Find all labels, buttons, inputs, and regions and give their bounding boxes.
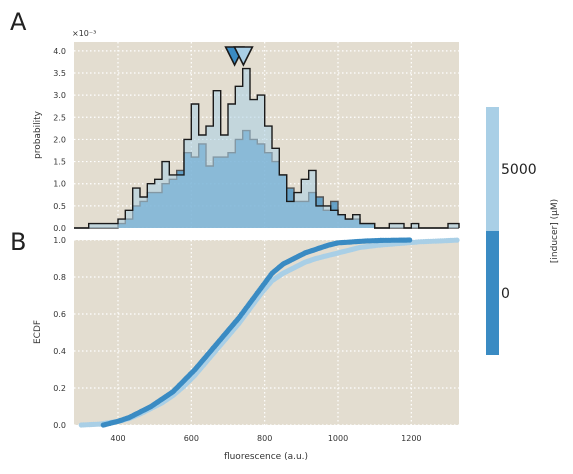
panel-a-label: A	[10, 8, 27, 36]
histogram-y-ticks: 0.0 0.5 1.0 1.5 2.0 2.5 3.0 3.5 4.0	[53, 47, 66, 233]
histogram-y-tick-label: 4.0	[53, 47, 66, 56]
ecdf-y-tick-label: 0.8	[53, 273, 66, 282]
colorbar: 5000 0 [inducer] (μM)	[486, 107, 560, 355]
ecdf-y-ticks: 0.0 0.2 0.4 0.6 0.8 1.0	[53, 236, 66, 430]
histogram-y-tick-label: 0.0	[53, 224, 66, 233]
histogram-y-tick-label: 2.5	[53, 113, 66, 122]
ecdf-x-tick-label: 400	[110, 434, 125, 443]
ecdf-x-tick-label: 800	[257, 434, 272, 443]
histogram-y-tick-label: 0.5	[53, 202, 66, 211]
histogram-y-multiplier: ×10⁻³	[72, 29, 96, 38]
ecdf-y-tick-label: 0.0	[53, 421, 66, 430]
ecdf-panel: 0.0 0.2 0.4 0.6 0.8 1.0 400 600 800 1000 1200 ECD…	[33, 236, 460, 462]
ecdf-point-0	[407, 237, 412, 242]
ecdf-x-tick-label: 1000	[328, 434, 348, 443]
ecdf-ylabel: ECDF	[33, 320, 43, 344]
histogram-panel: 0.0 0.5 1.0 1.5 2.0 2.5 3.0 3.5 4.0 ×10⁻³ probab…	[33, 29, 459, 233]
ecdf-y-tick-label: 0.4	[53, 347, 66, 356]
histogram-y-tick-label: 1.5	[53, 158, 66, 167]
ecdf-y-tick-label: 0.6	[53, 310, 66, 319]
ecdf-x-tick-label: 1200	[401, 434, 421, 443]
ecdf-y-tick-label: 0.2	[53, 384, 66, 393]
colorbar-tick-0: 0	[501, 286, 510, 302]
colorbar-segment-0	[486, 231, 499, 355]
ecdf-point-5000	[454, 238, 459, 243]
colorbar-label: [inducer] (μM)	[550, 199, 560, 263]
histogram-ylabel: probability	[33, 110, 43, 159]
histogram-y-tick-label: 2.0	[53, 135, 66, 144]
ecdf-y-tick-label: 1.0	[53, 236, 66, 245]
ecdf-xlabel: fluorescence (a.u.)	[224, 452, 308, 462]
histogram-y-tick-label: 3.5	[53, 69, 66, 78]
histogram-y-tick-label: 1.0	[53, 180, 66, 189]
ecdf-plot-background	[74, 240, 459, 425]
colorbar-segment-5000	[486, 107, 499, 231]
ecdf-x-tick-label: 600	[184, 434, 199, 443]
panel-b-label: B	[10, 228, 26, 256]
colorbar-tick-5000: 5000	[501, 162, 537, 178]
ecdf-x-ticks: 400 600 800 1000 1200	[110, 434, 421, 443]
histogram-y-tick-label: 3.0	[53, 91, 66, 100]
